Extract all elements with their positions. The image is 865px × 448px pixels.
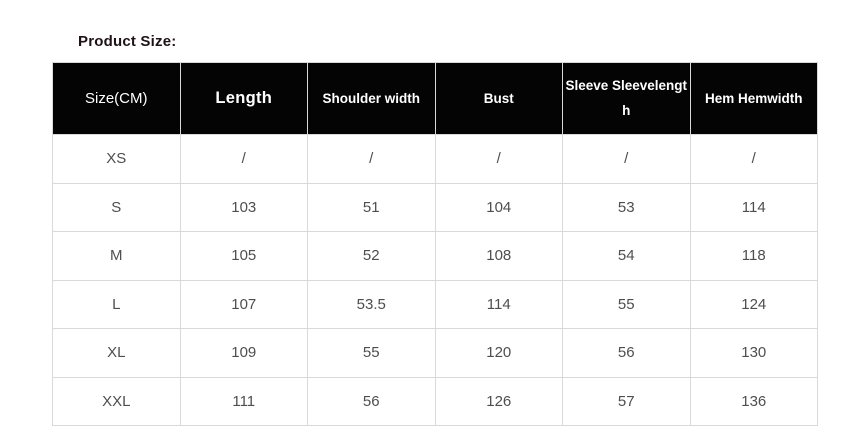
sleeve-cell: 54 xyxy=(562,231,691,281)
shoulder-cell: 56 xyxy=(307,376,436,426)
table-row-m: M 105 52 108 54 118 xyxy=(52,231,818,281)
table-row-xxl: XXL 111 56 126 57 136 xyxy=(52,376,818,426)
bust-cell: 126 xyxy=(434,376,563,426)
column-header-size: Size(CM) xyxy=(52,62,181,135)
shoulder-cell: 52 xyxy=(307,231,436,281)
hem-cell: 136 xyxy=(689,376,818,426)
column-header-bust: Bust xyxy=(434,62,563,135)
sleeve-cell: 56 xyxy=(562,328,691,378)
hem-cell: 130 xyxy=(689,328,818,378)
sleeve-cell: 57 xyxy=(562,376,691,426)
length-cell: 109 xyxy=(179,328,308,378)
shoulder-cell: 55 xyxy=(307,328,436,378)
sleeve-cell: / xyxy=(562,134,691,184)
size-cell: S xyxy=(52,182,181,232)
product-size-table: Size(CM) Length Shoulder width Bust Slee… xyxy=(52,62,818,426)
shoulder-cell: 53.5 xyxy=(307,279,436,329)
length-cell: / xyxy=(179,134,308,184)
table-row-s: S 103 51 104 53 114 xyxy=(52,182,818,232)
length-cell: 111 xyxy=(179,376,308,426)
size-cell: M xyxy=(52,231,181,281)
shoulder-cell: / xyxy=(307,134,436,184)
page-title: Product Size: xyxy=(78,33,177,50)
bust-cell: 120 xyxy=(434,328,563,378)
bust-cell: / xyxy=(434,134,563,184)
bust-cell: 114 xyxy=(434,279,563,329)
column-header-hem-width: Hem Hemwidth xyxy=(689,62,818,135)
length-cell: 105 xyxy=(179,231,308,281)
length-cell: 103 xyxy=(179,182,308,232)
sleeve-cell: 55 xyxy=(562,279,691,329)
column-header-shoulder-width: Shoulder width xyxy=(307,62,436,135)
hem-cell: / xyxy=(689,134,818,184)
table-row-l: L 107 53.5 114 55 124 xyxy=(52,279,818,329)
bust-cell: 108 xyxy=(434,231,563,281)
shoulder-cell: 51 xyxy=(307,182,436,232)
hem-cell: 114 xyxy=(689,182,818,232)
length-cell: 107 xyxy=(179,279,308,329)
table-row-xl: XL 109 55 120 56 130 xyxy=(52,328,818,378)
header-row: Size(CM) Length Shoulder width Bust Slee… xyxy=(52,62,818,135)
hem-cell: 118 xyxy=(689,231,818,281)
size-cell: L xyxy=(52,279,181,329)
column-header-length: Length xyxy=(179,62,308,135)
table-row-xs: XS / / / / / xyxy=(52,134,818,184)
column-header-sleeve-length: Sleeve Sleevelength xyxy=(562,62,691,135)
bust-cell: 104 xyxy=(434,182,563,232)
size-cell: XL xyxy=(52,328,181,378)
size-cell: XXL xyxy=(52,376,181,426)
size-cell: XS xyxy=(52,134,181,184)
hem-cell: 124 xyxy=(689,279,818,329)
sleeve-cell: 53 xyxy=(562,182,691,232)
